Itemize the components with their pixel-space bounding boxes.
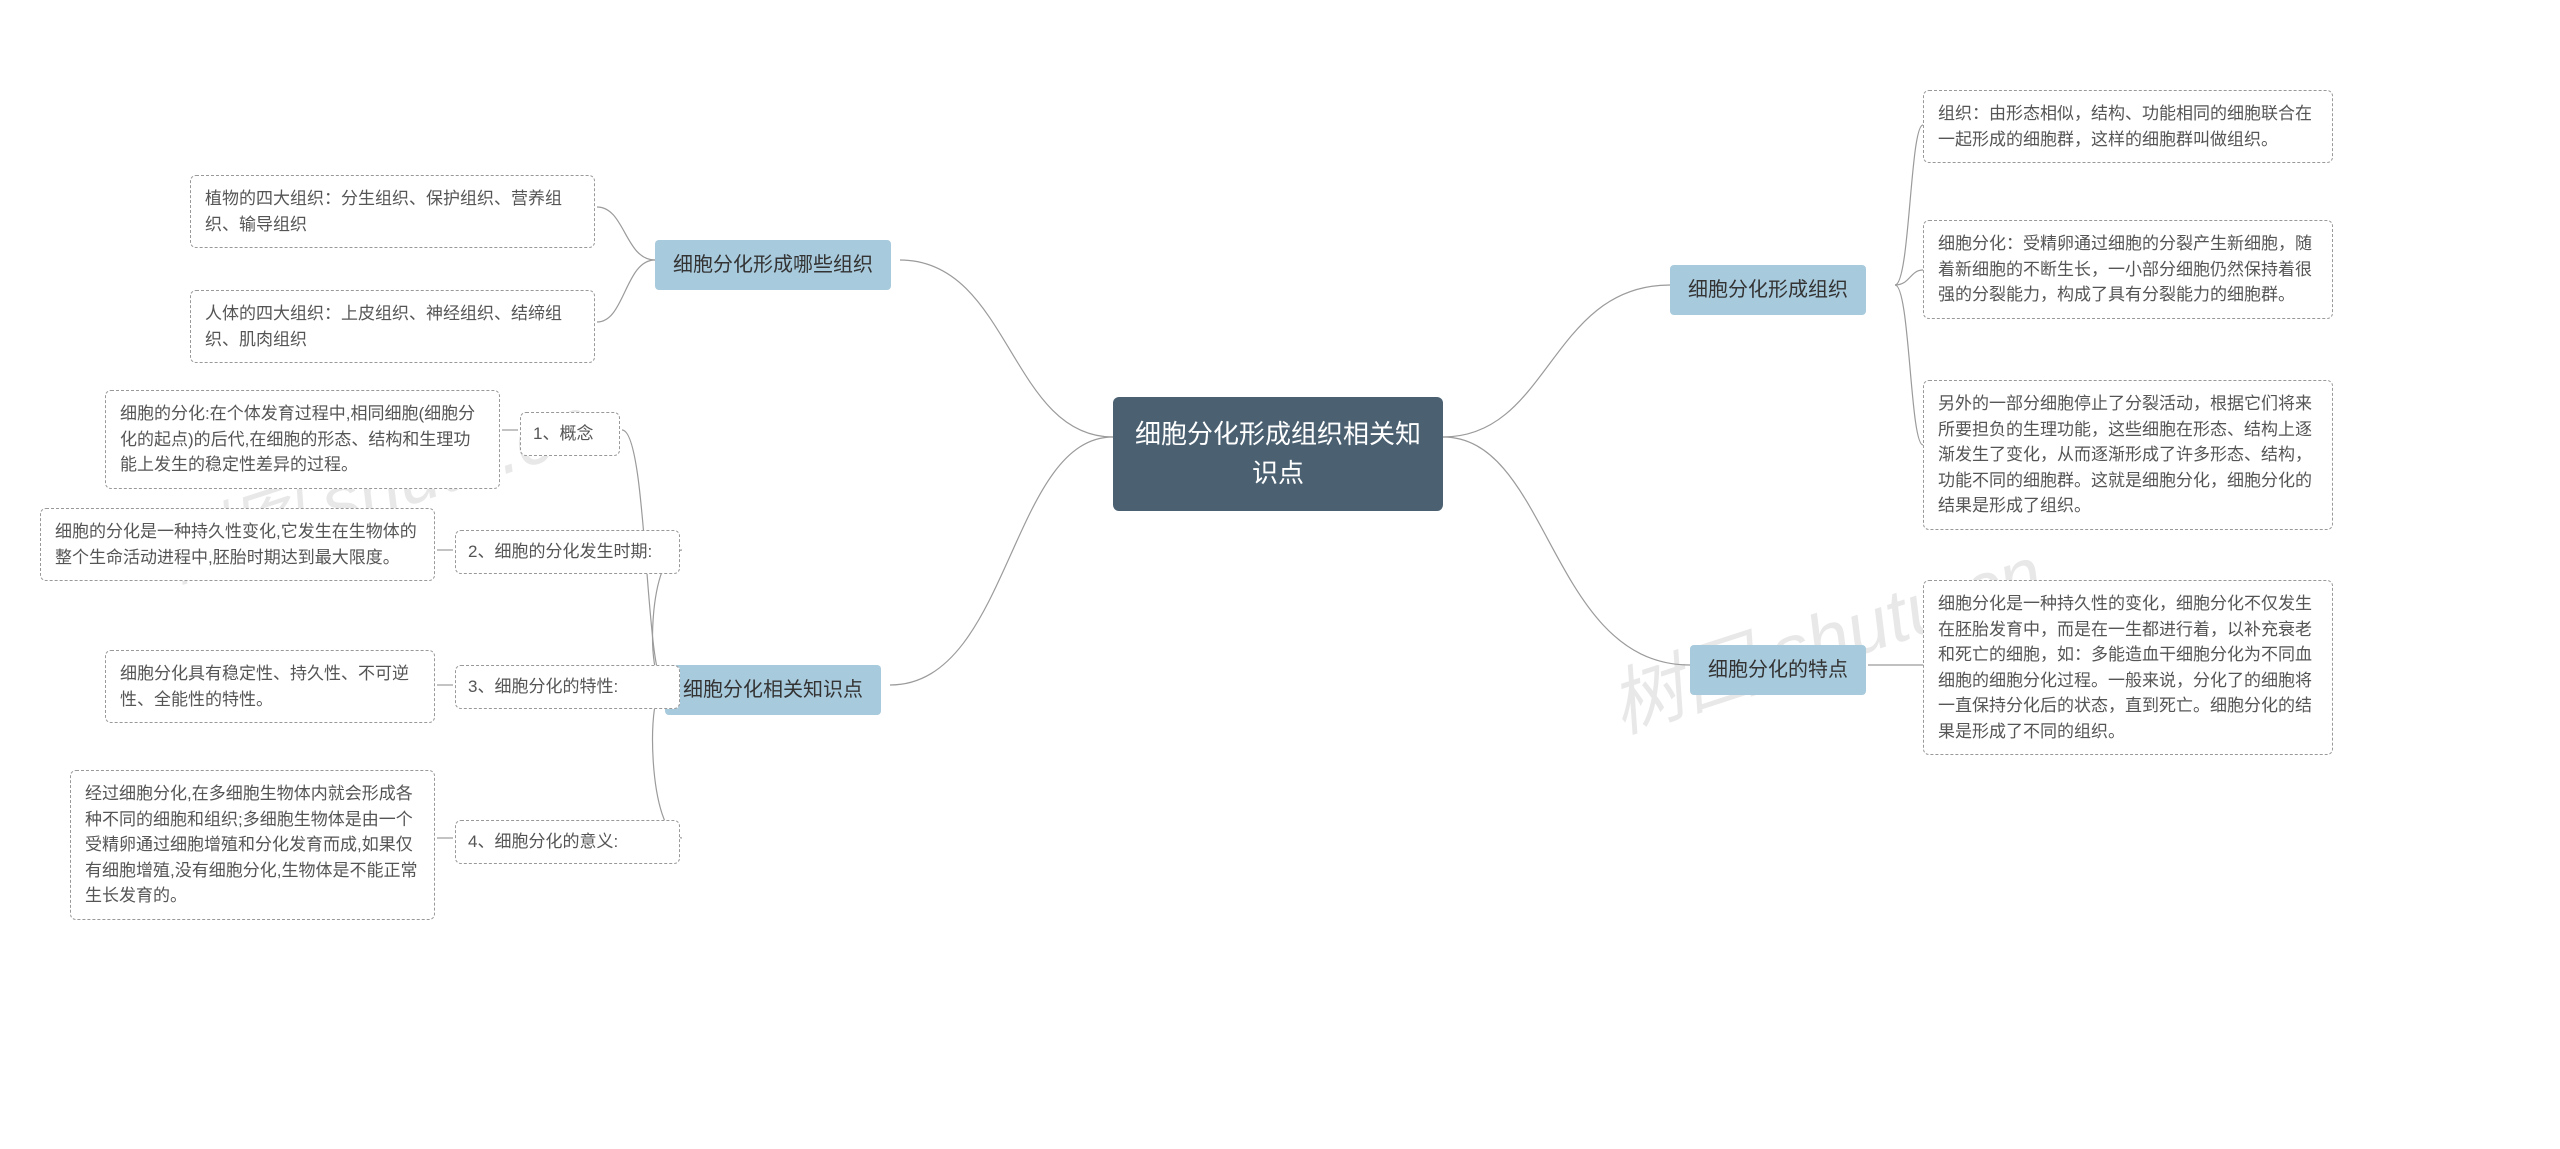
branch-knowledge-points: 细胞分化相关知识点	[665, 665, 881, 715]
root-node: 细胞分化形成组织相关知识点	[1113, 397, 1443, 511]
leaf-human-tissues: 人体的四大组织：上皮组织、神经组织、结缔组织、肌肉组织	[190, 290, 595, 363]
sub-period: 2、细胞的分化发生时期:	[455, 530, 680, 574]
leaf-plant-tissues: 植物的四大组织：分生组织、保护组织、营养组织、输导组织	[190, 175, 595, 248]
leaf-features-text: 细胞分化是一种持久性的变化，细胞分化不仅发生在胚胎发育中，而是在一生都进行着，以…	[1923, 580, 2333, 755]
branch-form-tissue: 细胞分化形成组织	[1670, 265, 1866, 315]
leaf-tissue-def: 组织：由形态相似，结构、功能相同的细胞联合在一起形成的细胞群，这样的细胞群叫做组…	[1923, 90, 2333, 163]
leaf-concept-text: 细胞的分化:在个体发育过程中,相同细胞(细胞分化的起点)的后代,在细胞的形态、结…	[105, 390, 500, 489]
leaf-period-text: 细胞的分化是一种持久性变化,它发生在生物体的整个生命活动进程中,胚胎时期达到最大…	[40, 508, 435, 581]
branch-tissues-types: 细胞分化形成哪些组织	[655, 240, 891, 290]
sub-meaning: 4、细胞分化的意义:	[455, 820, 680, 864]
leaf-property-text: 细胞分化具有稳定性、持久性、不可逆性、全能性的特性。	[105, 650, 435, 723]
sub-property: 3、细胞分化的特性:	[455, 665, 680, 709]
sub-concept: 1、概念	[520, 412, 620, 456]
leaf-other-cells: 另外的一部分细胞停止了分裂活动，根据它们将来所要担负的生理功能，这些细胞在形态、…	[1923, 380, 2333, 530]
leaf-diff-def: 细胞分化：受精卵通过细胞的分裂产生新细胞，随着新细胞的不断生长，一小部分细胞仍然…	[1923, 220, 2333, 319]
leaf-meaning-text: 经过细胞分化,在多细胞生物体内就会形成各种不同的细胞和组织;多细胞生物体是由一个…	[70, 770, 435, 920]
branch-features: 细胞分化的特点	[1690, 645, 1866, 695]
